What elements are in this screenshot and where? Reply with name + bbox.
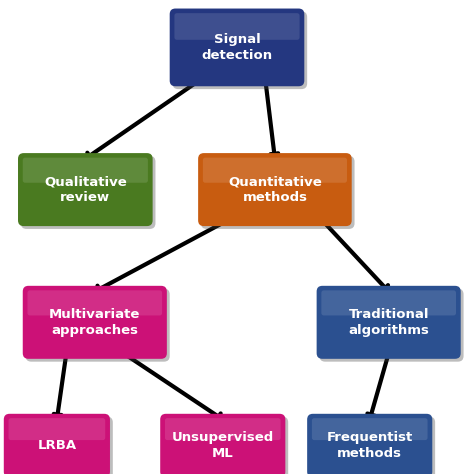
FancyBboxPatch shape (27, 291, 162, 316)
Text: Multivariate
approaches: Multivariate approaches (49, 308, 140, 337)
FancyBboxPatch shape (174, 13, 300, 40)
FancyBboxPatch shape (312, 418, 428, 440)
FancyBboxPatch shape (18, 153, 153, 226)
FancyBboxPatch shape (201, 156, 355, 229)
Text: Qualitative
review: Qualitative review (44, 175, 127, 204)
FancyBboxPatch shape (203, 158, 347, 182)
FancyBboxPatch shape (165, 418, 281, 440)
FancyBboxPatch shape (321, 291, 456, 316)
FancyBboxPatch shape (310, 417, 435, 474)
FancyBboxPatch shape (198, 153, 352, 226)
FancyBboxPatch shape (4, 414, 110, 474)
Text: Quantitative
methods: Quantitative methods (228, 175, 322, 204)
FancyBboxPatch shape (26, 289, 170, 362)
Text: Frequentist
methods: Frequentist methods (327, 431, 413, 460)
FancyBboxPatch shape (9, 418, 105, 440)
FancyBboxPatch shape (319, 289, 464, 362)
FancyBboxPatch shape (7, 417, 113, 474)
FancyBboxPatch shape (160, 414, 285, 474)
FancyBboxPatch shape (173, 11, 307, 89)
Text: Signal
detection: Signal detection (201, 33, 273, 62)
FancyBboxPatch shape (170, 9, 304, 86)
FancyBboxPatch shape (21, 156, 155, 229)
FancyBboxPatch shape (307, 414, 432, 474)
Text: LRBA: LRBA (37, 439, 76, 452)
FancyBboxPatch shape (163, 417, 288, 474)
Text: Unsupervised
ML: Unsupervised ML (172, 431, 274, 460)
FancyBboxPatch shape (23, 286, 167, 359)
FancyBboxPatch shape (317, 286, 461, 359)
FancyBboxPatch shape (23, 158, 148, 182)
Text: Traditional
algorithms: Traditional algorithms (348, 308, 429, 337)
